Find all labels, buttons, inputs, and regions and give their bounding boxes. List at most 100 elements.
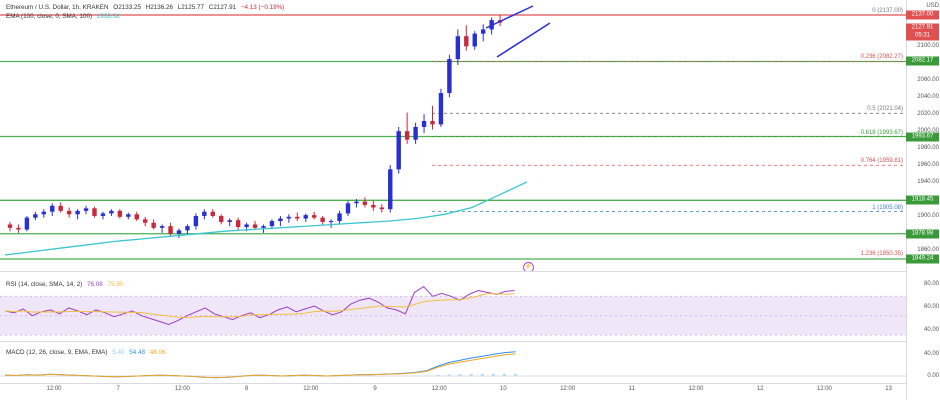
time-axis-label: 12:00 (560, 386, 576, 392)
time-axis-label: 12:00 (688, 386, 704, 392)
macd-histogram-bar (491, 373, 495, 377)
candle-body (371, 204, 376, 208)
candlestick-chart[interactable] (0, 0, 906, 270)
candle-body (227, 220, 232, 222)
macd-histogram-bar (314, 375, 318, 377)
price-axis-label: 1980.00 (917, 145, 939, 152)
price-chart[interactable]: Ethereum / U.S. Dollar, 1h, KRAKEN O2133… (0, 0, 906, 273)
macd-line-value: 54.48 (129, 349, 146, 356)
macd-histogram-bar (170, 375, 173, 377)
macd-histogram-bar (347, 375, 351, 377)
ohlc-open: O2133.25 (113, 4, 141, 11)
price-tag: 1993.67 (906, 132, 939, 142)
macd-histogram-bar (380, 375, 384, 377)
candle-body (438, 93, 444, 125)
candle-body (151, 222, 156, 228)
candle-body (396, 131, 401, 170)
ohlc-low: L2125.77 (177, 4, 205, 11)
candle-body (66, 210, 72, 215)
macd-axis-label: 40.00 (923, 351, 939, 357)
candle-body (219, 215, 224, 222)
macd-pane[interactable]: MACD (12, 26, close, 9, EMA, EMA) 5.40 5… (0, 342, 906, 382)
candle-body (117, 210, 123, 217)
candle-body (41, 211, 46, 215)
macd-histogram-value: 5.40 (112, 349, 125, 356)
candle-body (159, 226, 165, 228)
macd-histogram-bar (358, 375, 362, 377)
channel-upper-line[interactable] (485, 5, 534, 29)
pane-separator[interactable] (0, 341, 940, 342)
macd-histogram-bar (47, 375, 51, 377)
macd-histogram-bar (59, 375, 62, 377)
candle-body (252, 224, 258, 228)
price-axis-label: 2020.00 (917, 111, 939, 118)
time-axis-label: 12:00 (816, 386, 832, 392)
rsi-chart (0, 285, 906, 336)
ema-value: 1938.38 (96, 13, 120, 20)
macd-histogram-bar (292, 375, 296, 377)
macd-histogram-bar (469, 373, 473, 377)
candle-body (24, 217, 30, 230)
fib-label: 0.5 (2021.04) (867, 106, 903, 113)
macd-histogram-bar (436, 374, 440, 377)
macd-histogram-bar (214, 376, 218, 377)
macd-histogram-bar (36, 375, 40, 377)
time-axis-label: 12 (756, 386, 764, 392)
price-tag: 2127.91 (906, 23, 939, 33)
rsi-axis-label: 60.00 (923, 304, 939, 310)
candle-body (7, 224, 13, 228)
macd-label: MACD (12, 26, close, 9, EMA, EMA) (6, 349, 108, 356)
candle-body (320, 217, 325, 222)
ohlc-close: C2127.91 (208, 4, 237, 11)
currency-label: USD (926, 3, 939, 9)
channel-lower-line[interactable] (496, 22, 551, 58)
pane-separator[interactable] (0, 271, 940, 272)
macd-histogram-bar (203, 376, 207, 377)
candle-body (168, 226, 173, 234)
time-axis-label: 7 (116, 386, 120, 392)
rsi-axis-label: 40.00 (923, 327, 939, 333)
symbol-header: Ethereum / U.S. Dollar, 1h, KRAKEN O2133… (6, 4, 287, 11)
macd-histogram-bar (158, 375, 162, 377)
candle-body (455, 36, 461, 60)
rsi-value: 76.08 (87, 281, 103, 288)
candle-body (126, 214, 131, 217)
time-axis-label: 12:00 (303, 386, 319, 392)
fib-label: 0.764 (1959.81) (860, 158, 903, 165)
candle-body (379, 207, 384, 210)
rsi-line (4, 285, 515, 326)
macd-histogram-bar (447, 374, 451, 377)
macd-legend[interactable]: MACD (12, 26, close, 9, EMA, EMA) 5.40 5… (6, 349, 169, 356)
time-axis-label: 13 (885, 386, 892, 392)
fib-label: 1.236 (1850.35) (860, 251, 903, 258)
candle-body (464, 36, 469, 47)
ema-legend[interactable]: EMA (100, close, 0, SMA, 100) 1938.38 (6, 13, 123, 20)
macd-histogram-bar (258, 375, 262, 377)
macd-chart (0, 351, 906, 379)
candle-body (58, 205, 63, 211)
candle-body (92, 208, 97, 216)
candle-body (404, 131, 410, 140)
price-axis-label: 1940.00 (917, 179, 939, 186)
price-axis-label: 1960.00 (917, 162, 939, 169)
rsi-label: RSI (14, close, SMA, 14, 2) (6, 281, 83, 288)
time-axis-separator (0, 383, 940, 384)
candle-body (269, 221, 275, 227)
candle-body (134, 214, 139, 220)
candle-body (278, 218, 283, 222)
candle-body (430, 120, 435, 125)
rsi-legend[interactable]: RSI (14, close, SMA, 14, 2) 76.08 75.95 (6, 281, 126, 288)
fib-label: 0.618 (1993.67) (860, 129, 903, 136)
macd-histogram-bar (14, 375, 18, 377)
price-axis-label: 2100.00 (917, 43, 939, 50)
rsi-pane[interactable]: RSI (14, close, SMA, 14, 2) 76.08 75.95 (0, 272, 906, 340)
fib-label: 0 (2137.00) (872, 8, 903, 14)
rsi-sma-line (4, 293, 515, 319)
price-tag-countdown: 05:31 (906, 31, 939, 41)
macd-histogram-bar (336, 375, 340, 377)
macd-histogram-bar (458, 374, 462, 377)
candle-body (303, 215, 308, 219)
candle-body (100, 213, 106, 216)
macd-histogram-bar (503, 373, 506, 377)
ema-line (4, 181, 528, 256)
